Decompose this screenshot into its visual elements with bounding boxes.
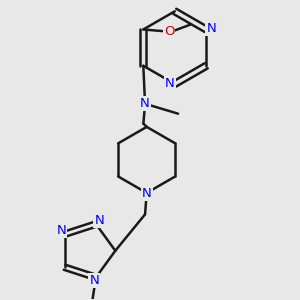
Text: N: N [89,274,99,287]
Text: N: N [142,188,152,200]
Text: N: N [56,224,66,237]
Text: N: N [94,214,104,227]
Text: N: N [206,22,216,35]
Text: N: N [140,97,150,110]
Text: N: N [165,77,175,91]
Text: O: O [164,25,174,38]
